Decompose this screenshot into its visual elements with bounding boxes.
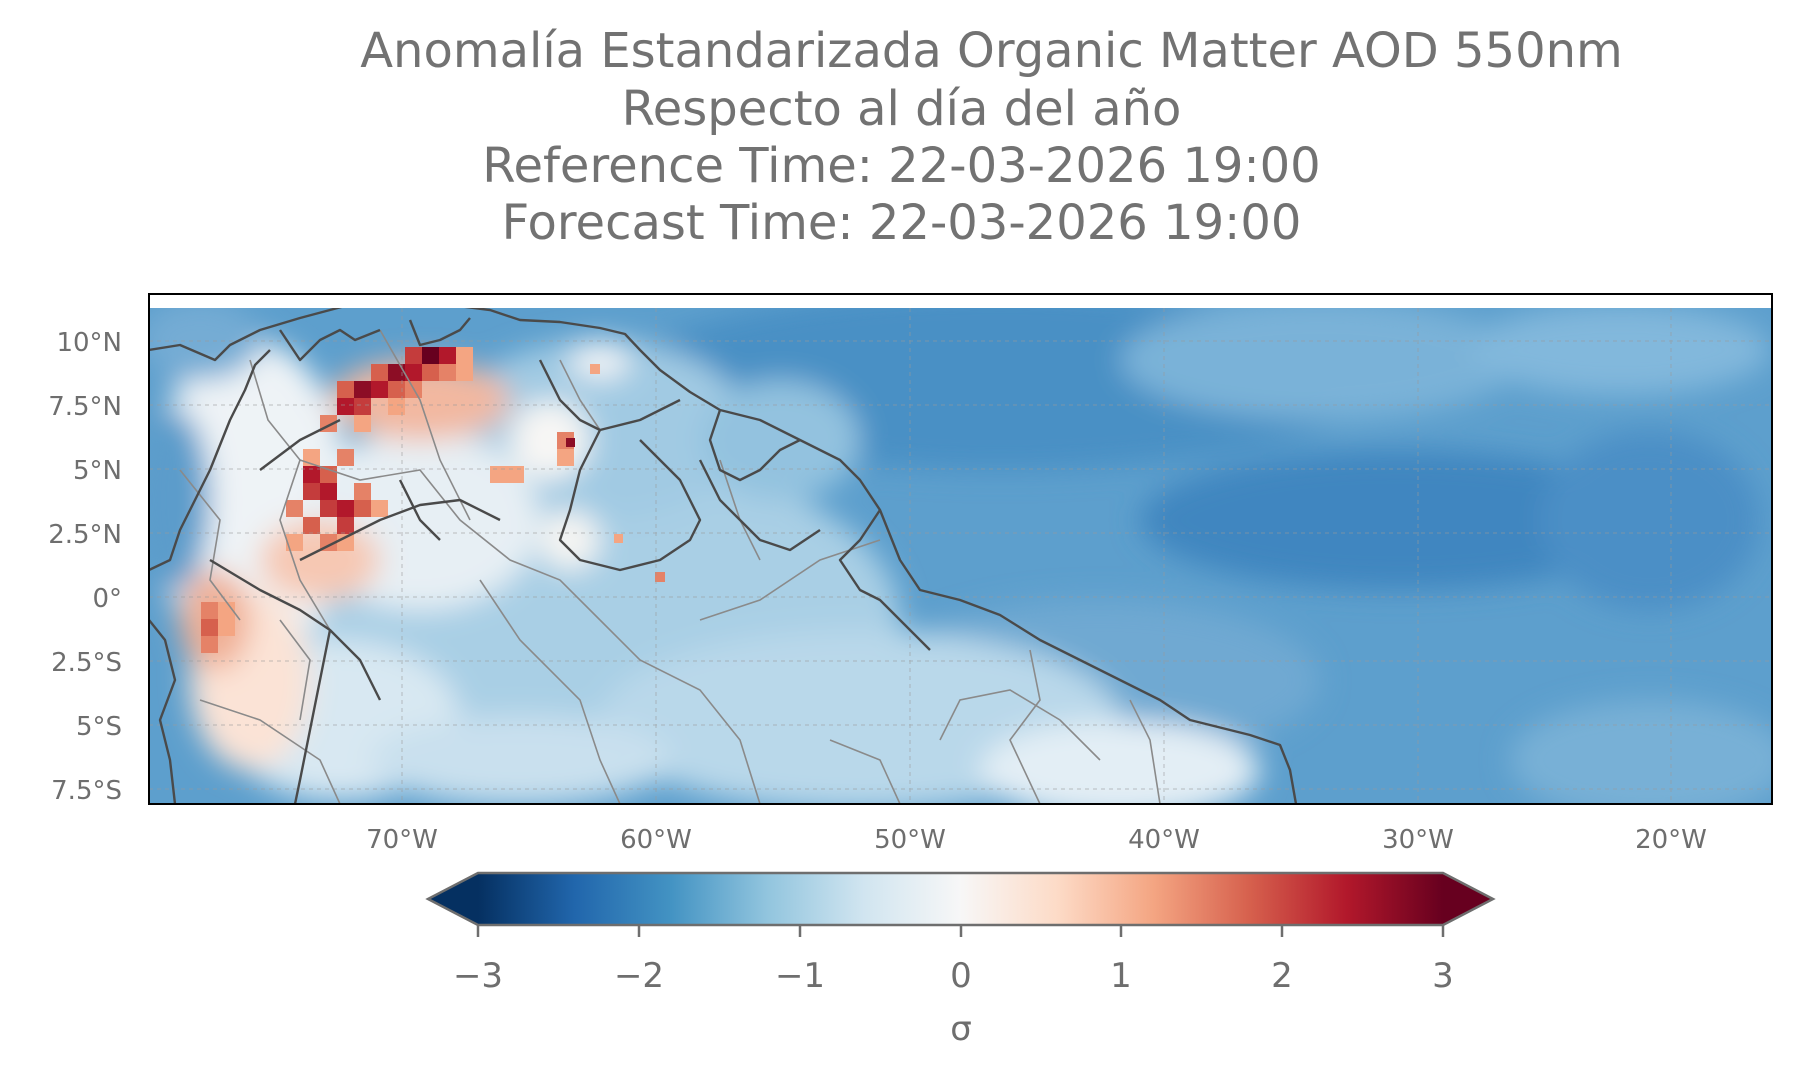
- map-title-line-3: Reference Time: 22-03-2026 19:00: [482, 138, 1321, 194]
- y-tick-7-5s: 7.5°S: [51, 776, 122, 806]
- hotspot-cells: [201, 347, 665, 653]
- colorbar-tick-m1: −1: [775, 956, 825, 996]
- internal-borders: [179, 329, 1161, 804]
- y-axis-labels: 10°N 7.5°N 5°N 2.5°N 0° 2.5°S 5°S 7.5°S: [48, 328, 122, 806]
- y-tick-7-5n: 7.5°N: [48, 392, 122, 422]
- x-tick-60w: 60°W: [620, 825, 692, 855]
- colorbar-tick-0: 0: [950, 956, 972, 996]
- y-tick-2-5s: 2.5°S: [51, 648, 122, 678]
- colorbar-extend-low: [428, 873, 478, 925]
- coastlines: [149, 308, 1298, 804]
- x-tick-50w: 50°W: [874, 825, 946, 855]
- y-tick-2-5n: 2.5°N: [48, 520, 122, 550]
- x-tick-20w: 20°W: [1635, 825, 1707, 855]
- colorbar-gradient: [478, 873, 1443, 925]
- y-tick-10n: 10°N: [56, 328, 122, 358]
- map-frame: [148, 293, 1773, 805]
- anomaly-smooth-layer: [149, 308, 1772, 804]
- anomaly-field: [149, 308, 1772, 804]
- colorbar-tick-1: 1: [1110, 956, 1132, 996]
- map-title-line-2: Respecto al día del año: [621, 81, 1182, 137]
- y-tick-0: 0°: [92, 584, 122, 614]
- map-title-line-4: Forecast Time: 22-03-2026 19:00: [501, 195, 1302, 251]
- x-tick-40w: 40°W: [1128, 825, 1200, 855]
- colorbar-tick-m3: −3: [453, 956, 503, 996]
- colorbar-extend-high: [1443, 873, 1493, 925]
- colorbar: −3 −2 −1 0 1 2 3 σ: [425, 871, 1496, 1049]
- colorbar-tick-3: 3: [1432, 956, 1454, 996]
- y-tick-5n: 5°N: [73, 456, 122, 486]
- map-title-line-1: Anomalía Estandarizada Organic Matter AO…: [360, 23, 1623, 79]
- x-tick-30w: 30°W: [1382, 825, 1454, 855]
- colorbar-tick-2: 2: [1271, 956, 1293, 996]
- map-gridlines: [149, 308, 1772, 804]
- x-tick-70w: 70°W: [366, 825, 438, 855]
- x-axis-labels: 70°W 60°W 50°W 40°W 30°W 20°W: [366, 825, 1707, 855]
- colorbar-tick-m2: −2: [614, 956, 664, 996]
- y-tick-5s: 5°S: [76, 712, 122, 742]
- colorbar-label: σ: [950, 1009, 972, 1049]
- colorbar-ticks: [476, 925, 1445, 937]
